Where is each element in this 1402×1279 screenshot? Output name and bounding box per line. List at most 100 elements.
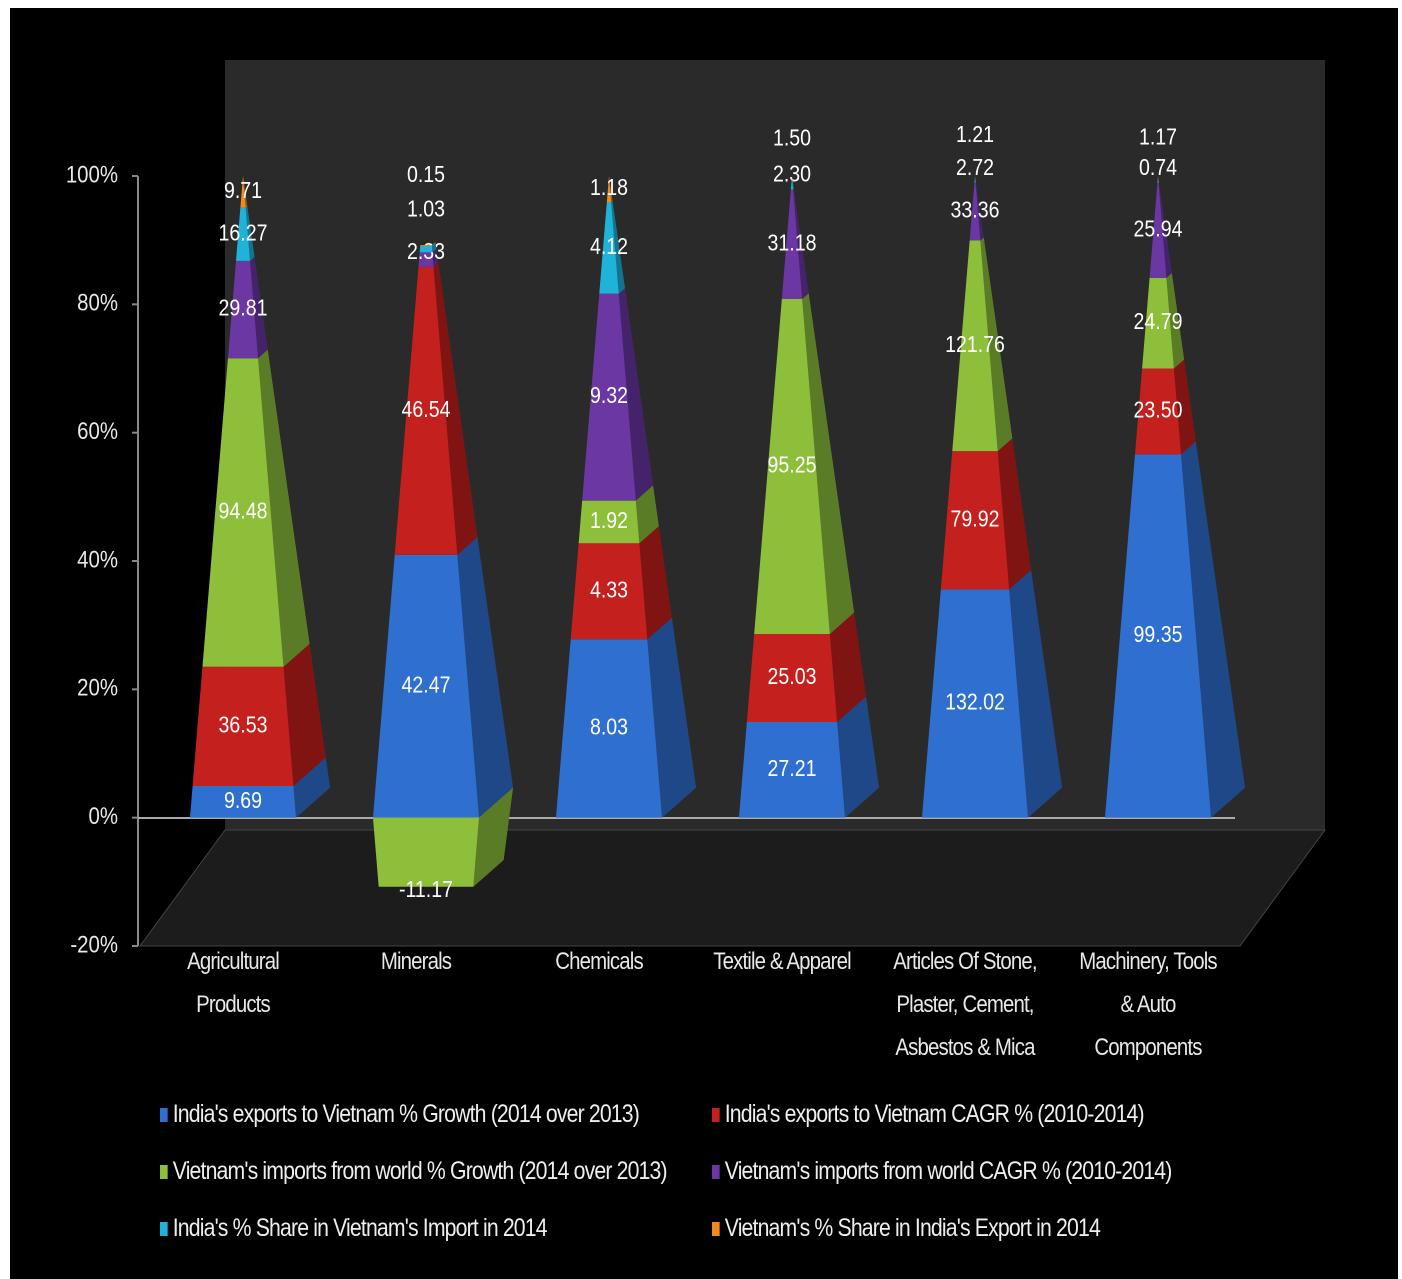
data-label: 1.17 (1139, 124, 1177, 150)
data-label: 27.21 (768, 755, 817, 781)
pyramid-segment (606, 176, 612, 203)
pyramid-side-shade (609, 176, 613, 203)
data-label: 121.76 (945, 331, 1005, 357)
data-label: 42.47 (402, 672, 451, 698)
pyramid-segment (746, 633, 838, 722)
pyramid-side (639, 526, 672, 640)
pyramid-side (283, 643, 326, 787)
data-label: 1.18 (590, 175, 628, 201)
pyramid-segment (1149, 182, 1167, 278)
pyramid-segment (570, 543, 648, 640)
legend-swatch (160, 1108, 168, 1123)
data-label: -11.17 (399, 876, 453, 902)
pyramid-side (647, 617, 697, 818)
pyramid-side-shade (293, 757, 331, 818)
pyramid-side (432, 248, 439, 267)
pyramid-side-shade (431, 242, 437, 253)
pyramid-side-shade (829, 612, 867, 722)
data-label: 8.03 (590, 714, 628, 740)
pyramid-side (793, 188, 809, 300)
legend-item: India's exports to Vietnam CAGR % (2010-… (712, 1100, 1145, 1129)
pyramid-side (975, 177, 976, 183)
x-tick-label: Articles Of Stone, Plaster, Cement, Asbe… (893, 948, 1037, 1061)
pyramid-segment (781, 189, 803, 300)
pyramid-side-shade (457, 537, 514, 818)
legend-swatch (712, 1222, 720, 1237)
pyramid-side (431, 241, 436, 247)
legend-label: India's % Share in Vietnam's Import in 2… (172, 1214, 548, 1242)
pyramid-side-shade (250, 256, 268, 359)
pyramid-side-shade (431, 241, 436, 247)
pyramid-segment (1142, 277, 1174, 369)
x-tick-label: Chemicals (555, 948, 643, 975)
pyramid-side-shade (792, 181, 794, 190)
pyramid-segment (1104, 454, 1212, 818)
legend-item: Vietnam's imports from world % Growth (2… (160, 1157, 668, 1186)
floor (139, 829, 1326, 947)
pyramid-side-shade (792, 176, 793, 182)
data-label: 1.21 (956, 122, 994, 148)
legend-swatch (160, 1222, 168, 1237)
pyramid-side (1158, 180, 1159, 183)
pyramid-side (1166, 273, 1185, 369)
data-label: 24.79 (1134, 309, 1183, 335)
pyramid-segment (952, 240, 998, 452)
legend-item: Vietnam's imports from world CAGR % (201… (712, 1157, 1173, 1186)
pyramid-side-shade (793, 188, 809, 300)
pyramid-side (250, 256, 268, 359)
pyramid-segment (240, 176, 246, 208)
pyramid-segment (1157, 180, 1159, 183)
pyramid-segment (202, 358, 284, 667)
data-label: 16.27 (219, 220, 268, 246)
pyramid-side-shade (997, 438, 1032, 590)
pyramid-side-shade (975, 177, 976, 183)
data-label: 4.12 (590, 234, 628, 260)
legend-label: India's exports to Vietnam CAGR % (2010-… (724, 1100, 1145, 1128)
data-label: 25.03 (768, 664, 817, 690)
data-label: 132.02 (945, 689, 1005, 715)
legend-swatch (712, 1165, 720, 1180)
legend-label: Vietnam's imports from world % Growth (2… (172, 1157, 668, 1185)
data-label: 2.30 (773, 161, 811, 187)
data-label: 36.53 (219, 712, 268, 738)
pyramid-side-shade (1181, 441, 1246, 818)
data-label: 0.74 (1139, 155, 1177, 181)
pyramid-segment (419, 246, 433, 253)
data-label: 99.35 (1134, 622, 1183, 648)
pyramid-side-shade (432, 248, 439, 267)
data-label: 1.50 (773, 125, 811, 151)
pyramid-segment (738, 721, 846, 818)
pyramid-side (792, 181, 794, 190)
pyramid-segment (791, 176, 793, 182)
legend-item: India's exports to Vietnam % Growth (201… (160, 1100, 640, 1129)
y-tick-label: 0% (89, 802, 118, 829)
pyramid-side-shade (1009, 569, 1063, 818)
pyramid-side-shade (1158, 176, 1159, 181)
legend-label: India's exports to Vietnam % Growth (201… (172, 1100, 640, 1128)
pyramid-side-shade (433, 262, 478, 555)
pyramid-segment (578, 500, 640, 544)
pyramid-segment (754, 299, 830, 634)
pyramid-side-shade (245, 206, 255, 261)
pyramid-side (611, 200, 625, 294)
legend-swatch (160, 1165, 168, 1180)
pyramid-side-shade (639, 526, 672, 640)
pyramid-segment (599, 202, 619, 294)
pyramid-side-shade (1173, 359, 1196, 455)
data-label: 0.15 (407, 162, 445, 188)
pyramid-segment (555, 639, 663, 818)
pyramid-segment (189, 786, 297, 818)
x-tick-label: Machinery, Tools & Auto Components (1079, 948, 1217, 1061)
pyramid-side-shade (802, 293, 855, 634)
pyramid-segment (921, 589, 1029, 818)
pyramid-side-shade (283, 643, 326, 787)
pyramid-side (473, 787, 514, 887)
legend-label: Vietnam's imports from world CAGR % (201… (724, 1157, 1173, 1185)
data-label: 25.94 (1134, 216, 1183, 242)
pyramid-side (802, 293, 855, 634)
pyramid-segment (969, 182, 981, 241)
pyramid-side-shade (258, 349, 310, 667)
pyramid-side (245, 206, 255, 261)
data-label: 46.54 (402, 396, 451, 422)
y-tick-label: 20% (77, 674, 118, 701)
